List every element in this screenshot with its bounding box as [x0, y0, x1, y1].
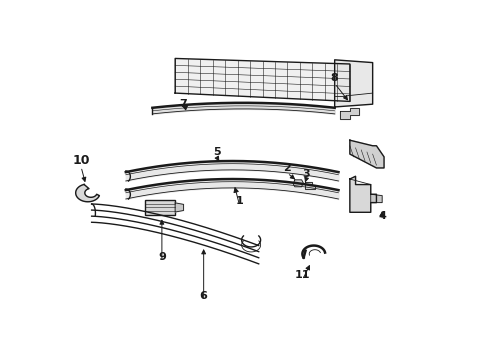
Text: 5: 5 — [213, 147, 221, 157]
Text: 3: 3 — [302, 169, 310, 179]
Text: 11: 11 — [294, 270, 310, 280]
Bar — [145, 200, 175, 215]
Polygon shape — [175, 203, 184, 212]
Polygon shape — [371, 194, 382, 203]
Text: 4: 4 — [378, 211, 386, 221]
Polygon shape — [350, 140, 384, 168]
Polygon shape — [341, 108, 359, 119]
Text: 10: 10 — [72, 154, 90, 167]
Polygon shape — [350, 176, 376, 212]
Text: 2: 2 — [283, 163, 291, 173]
Polygon shape — [75, 184, 99, 202]
Text: 6: 6 — [200, 291, 208, 301]
Text: 1: 1 — [236, 196, 244, 206]
Text: 7: 7 — [180, 99, 187, 109]
Polygon shape — [294, 180, 303, 187]
Text: 8: 8 — [331, 73, 339, 84]
Polygon shape — [335, 60, 372, 107]
Polygon shape — [175, 58, 350, 102]
Text: 9: 9 — [158, 252, 166, 262]
Polygon shape — [305, 182, 315, 189]
